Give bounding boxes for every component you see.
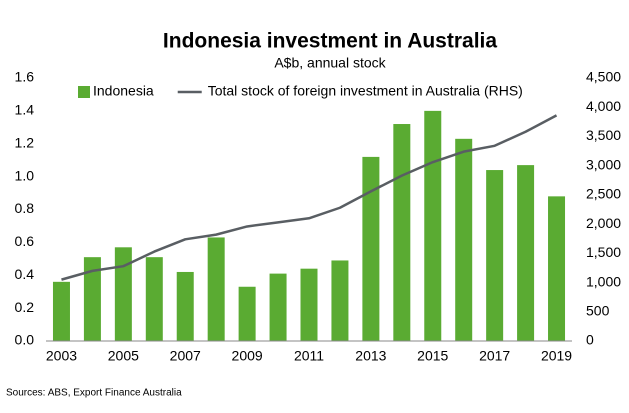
bar (393, 124, 411, 342)
legend-label: Total stock of foreign investment in Aus… (208, 83, 523, 99)
bar (269, 273, 287, 341)
bar (176, 271, 194, 341)
x-tick-label: 2007 (170, 348, 201, 364)
y2-tick-label: 0 (586, 332, 594, 348)
y2-tick-label: 1,500 (586, 244, 621, 260)
x-tick-label: 2011 (294, 348, 324, 364)
x-tick-label: 2019 (541, 348, 572, 364)
bar (114, 247, 132, 341)
bar (238, 286, 256, 341)
y-tick-label: 0.4 (15, 266, 35, 282)
x-tick-label: 2005 (108, 348, 139, 364)
y2-tick-label: 2,000 (586, 215, 621, 231)
chart-subtitle: A$b, annual stock (274, 55, 386, 71)
bar (145, 257, 163, 341)
line (61, 114, 558, 281)
bar (52, 281, 70, 341)
source-note: Sources: ABS, Export Finance Australia (6, 388, 182, 399)
x-tick-label: 2013 (355, 348, 386, 364)
x-tick-label: 2009 (232, 348, 263, 364)
y2-tick-label: 2,500 (586, 186, 621, 202)
x-tick-label: 2003 (46, 348, 77, 364)
legend-label: Indonesia (93, 83, 154, 99)
y2-tick-label: 3,500 (586, 127, 621, 143)
bar (455, 138, 473, 341)
bar (517, 165, 535, 341)
y-tick-label: 1.2 (15, 134, 35, 150)
y-tick-label: 0.8 (15, 200, 35, 216)
bar (331, 260, 349, 341)
bar (424, 110, 442, 341)
y2-tick-label: 500 (586, 302, 610, 318)
y-tick-label: 1.6 (15, 69, 35, 85)
bar (548, 196, 566, 341)
legend-swatch (78, 86, 90, 98)
bar (300, 268, 318, 341)
bar (83, 257, 101, 341)
y2-tick-label: 3,000 (586, 156, 621, 172)
y2-tick-label: 4,000 (586, 98, 621, 114)
y2-tick-label: 4,500 (586, 69, 621, 85)
y2-tick-label: 1,000 (586, 273, 621, 289)
y-tick-label: 1.0 (15, 167, 35, 183)
bar (486, 170, 504, 341)
bar (362, 156, 380, 341)
bar (207, 237, 225, 341)
y-tick-label: 0.2 (15, 299, 35, 315)
chart-title: Indonesia investment in Australia (163, 30, 497, 53)
x-tick-label: 2017 (479, 348, 510, 364)
y-tick-label: 0.0 (15, 332, 35, 348)
y-tick-label: 0.6 (15, 233, 35, 249)
y-tick-label: 1.4 (15, 102, 35, 118)
x-tick-label: 2015 (417, 348, 448, 364)
